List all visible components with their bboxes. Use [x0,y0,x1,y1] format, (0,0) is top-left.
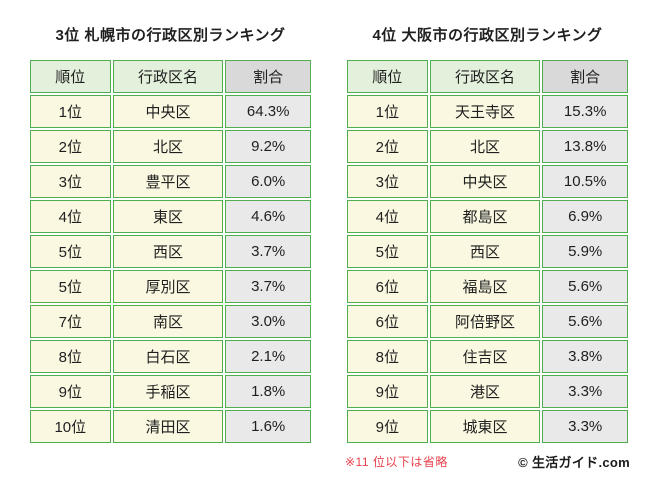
cell-rank: 9位 [30,375,111,408]
cell-rank: 3位 [30,165,111,198]
cell-share: 15.3% [542,95,628,128]
cell-district: 西区 [429,235,541,268]
cell-rank: 1位 [30,95,111,128]
cell-rank: 9位 [347,410,428,443]
cell-district: 天王寺区 [429,95,541,128]
cell-share: 3.0% [225,305,311,338]
cell-share: 3.3% [542,410,628,443]
cell-district: 港区 [429,375,541,408]
table-row: 2位 北区 9.2% [30,130,311,163]
footnote: ※11 位以下は省略 [345,455,448,469]
cell-share: 2.1% [225,340,311,373]
table-row: 8位 住吉区 3.8% [347,340,628,373]
cell-rank: 6位 [347,270,428,303]
table-row: 5位 西区 3.7% [30,235,311,268]
cell-rank: 8位 [347,340,428,373]
cell-share: 1.6% [225,410,311,443]
cell-district: 西区 [112,235,224,268]
header-district-name: 行政区名 [112,60,224,93]
table-row: 6位 阿倍野区 5.6% [347,305,628,338]
cell-share: 3.3% [542,375,628,408]
cell-rank: 5位 [30,270,111,303]
osaka-ranking-table: 順位 行政区名 割合 1位 天王寺区 15.3% 2位 北区 13.8% 3位 [345,58,630,445]
cell-district: 北区 [429,130,541,163]
cell-rank: 2位 [30,130,111,163]
table-row: 5位 厚別区 3.7% [30,270,311,303]
cell-rank: 6位 [347,305,428,338]
table-row: 3位 豊平区 6.0% [30,165,311,198]
table-row: 4位 都島区 6.9% [347,200,628,233]
sapporo-table-title: 3位 札幌市の行政区別ランキング [55,27,286,44]
cell-share: 13.8% [542,130,628,163]
table-row: 6位 福島区 5.6% [347,270,628,303]
cell-rank: 10位 [30,410,111,443]
table-row: 3位 中央区 10.5% [347,165,628,198]
osaka-section: 4位 大阪市の行政区別ランキング 順位 行政区名 割合 1位 天王寺区 15.3… [345,22,630,494]
cell-share: 4.6% [225,200,311,233]
cell-district: 白石区 [112,340,224,373]
cell-district: 都島区 [429,200,541,233]
cell-share: 64.3% [225,95,311,128]
cell-district: 中央区 [112,95,224,128]
table-row: 2位 北区 13.8% [347,130,628,163]
table-row: 8位 白石区 2.1% [30,340,311,373]
cell-district: 南区 [112,305,224,338]
cell-district: 厚別区 [112,270,224,303]
cell-share: 6.9% [542,200,628,233]
osaka-table-title: 4位 大阪市の行政区別ランキング [372,27,603,44]
cell-share: 3.7% [225,235,311,268]
cell-district: 福島区 [429,270,541,303]
cell-share: 10.5% [542,165,628,198]
cell-district: 阿倍野区 [429,305,541,338]
cell-rank: 8位 [30,340,111,373]
cell-rank: 9位 [347,375,428,408]
cell-rank: 5位 [347,235,428,268]
header-share: 割合 [542,60,628,93]
cell-rank: 3位 [347,165,428,198]
cell-district: 東区 [112,200,224,233]
site-credit: © 生活ガイド.com [518,455,630,470]
sapporo-section: 3位 札幌市の行政区別ランキング 順位 行政区名 割合 1位 中央区 64.3%… [28,22,313,494]
cell-share: 5.6% [542,270,628,303]
cell-share: 6.0% [225,165,311,198]
cell-district: 城東区 [429,410,541,443]
cell-share: 5.6% [542,305,628,338]
cell-rank: 4位 [30,200,111,233]
cell-rank: 1位 [347,95,428,128]
cell-share: 9.2% [225,130,311,163]
footer-row: ※11 位以下は省略 © 生活ガイド.com [345,452,630,471]
cell-share: 1.8% [225,375,311,408]
table-row: 1位 天王寺区 15.3% [347,95,628,128]
table-row: 9位 港区 3.3% [347,375,628,408]
table-row: 9位 城東区 3.3% [347,410,628,443]
table-header-row: 順位 行政区名 割合 [347,60,628,93]
cell-share: 3.8% [542,340,628,373]
cell-share: 3.7% [225,270,311,303]
cell-district: 住吉区 [429,340,541,373]
sapporo-ranking-table: 順位 行政区名 割合 1位 中央区 64.3% 2位 北区 9.2% 3位 [28,58,313,445]
cell-share: 5.9% [542,235,628,268]
table-row: 7位 南区 3.0% [30,305,311,338]
table-row: 1位 中央区 64.3% [30,95,311,128]
table-row: 4位 東区 4.6% [30,200,311,233]
cell-rank: 5位 [30,235,111,268]
cell-district: 中央区 [429,165,541,198]
cell-district: 手稲区 [112,375,224,408]
cell-rank: 2位 [347,130,428,163]
cell-district: 清田区 [112,410,224,443]
cell-rank: 7位 [30,305,111,338]
table-row: 5位 西区 5.9% [347,235,628,268]
table-row: 10位 清田区 1.6% [30,410,311,443]
header-rank: 順位 [30,60,111,93]
header-district-name: 行政区名 [429,60,541,93]
table-row: 9位 手稲区 1.8% [30,375,311,408]
cell-district: 豊平区 [112,165,224,198]
header-share: 割合 [225,60,311,93]
cell-district: 北区 [112,130,224,163]
cell-rank: 4位 [347,200,428,233]
header-rank: 順位 [347,60,428,93]
table-header-row: 順位 行政区名 割合 [30,60,311,93]
